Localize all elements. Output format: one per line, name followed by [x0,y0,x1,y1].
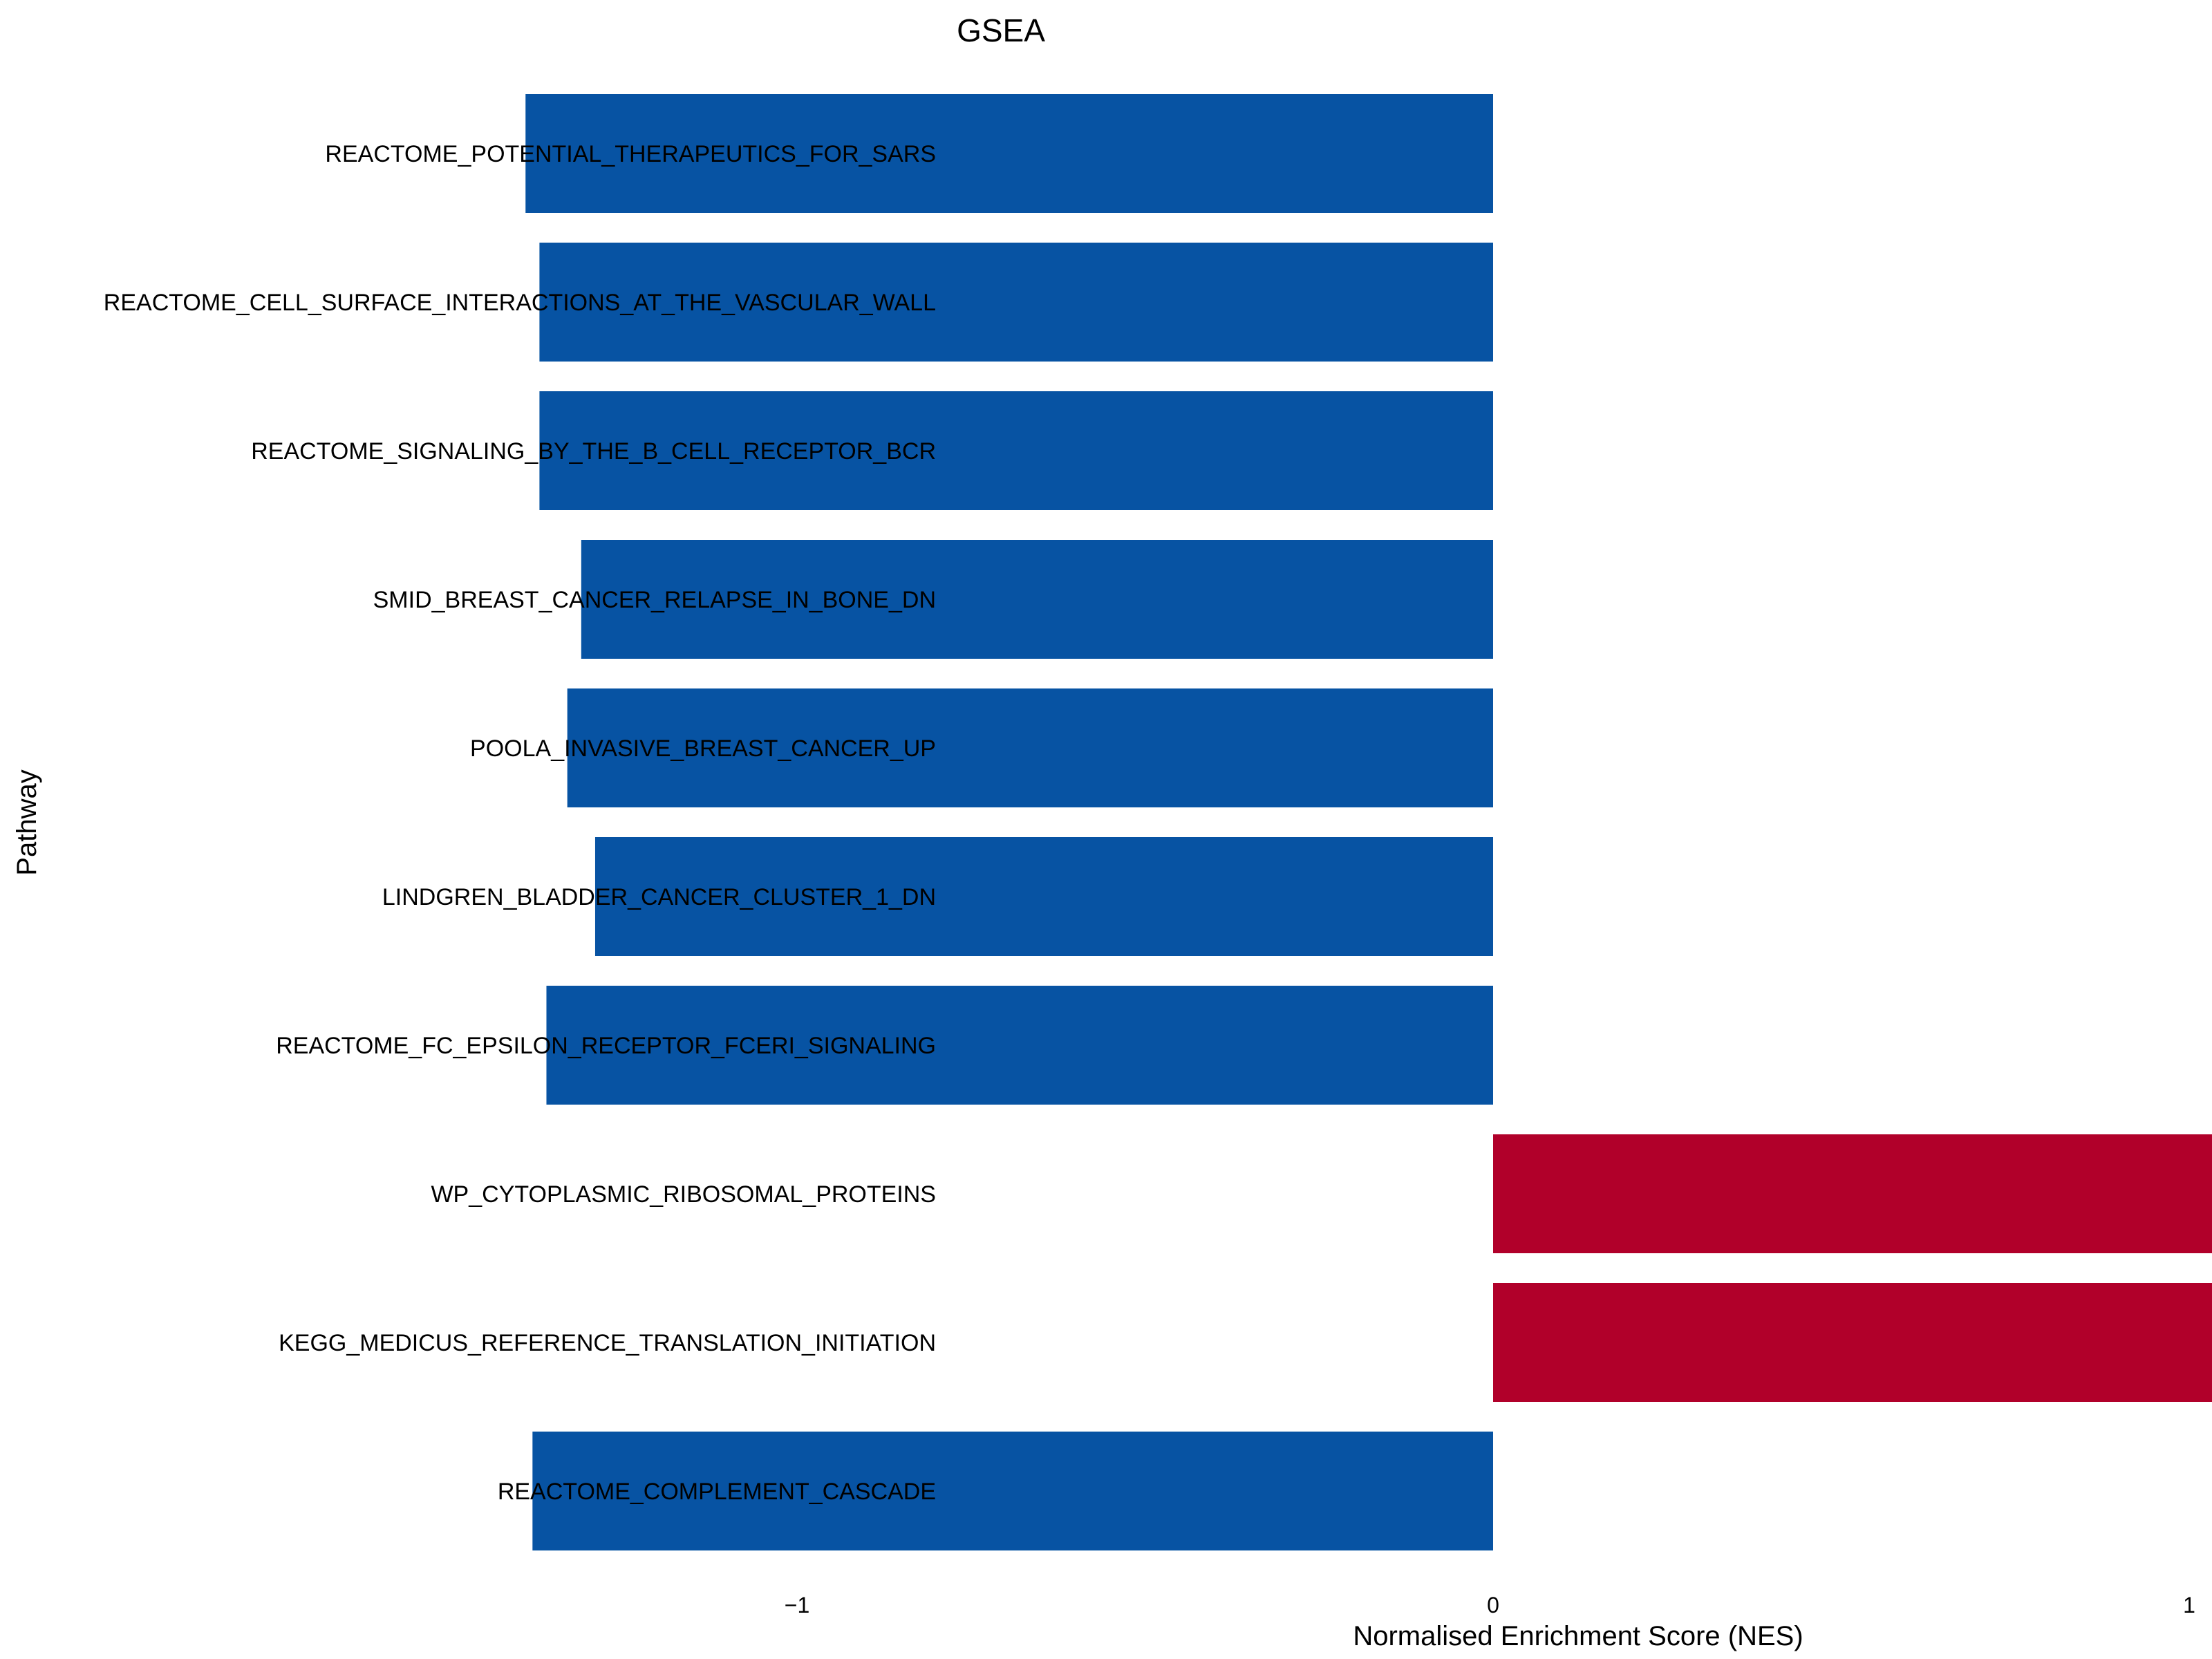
x-tick-label: 0 [1487,1593,1499,1618]
category-labels: REACTOME_POTENTIAL_THERAPEUTICS_FOR_SARS… [104,141,936,1505]
category-label: KEGG_MEDICUS_REFERENCE_TRANSLATION_INITI… [279,1330,936,1356]
bar-9 [1493,1283,2212,1402]
category-label: REACTOME_SIGNALING_BY_THE_B_CELL_RECEPTO… [251,438,936,465]
bar-1 [525,94,1493,213]
x-tick-label: 1 [2183,1593,2195,1618]
x-tick-labels: −1012 [785,1593,2195,1618]
y-axis-title: Pathway [12,769,42,875]
category-label: REACTOME_CELL_SURFACE_INTERACTIONS_AT_TH… [104,290,936,316]
bar-3 [539,391,1494,510]
bar-5 [567,688,1494,807]
category-label: SMID_BREAST_CANCER_RELAPSE_IN_BONE_DN [373,587,936,613]
category-label: POOLA_INVASIVE_BREAST_CANCER_UP [470,735,936,762]
bar-2 [539,243,1494,362]
x-tick-label: −1 [785,1593,809,1618]
x-axis-title: Normalised Enrichment Score (NES) [1353,1621,1803,1651]
bar-6 [594,837,1493,956]
bar-4 [581,540,1493,659]
chart-title: GSEA [957,12,1045,48]
bar-8 [1493,1134,2212,1253]
bar-10 [532,1432,1493,1550]
category-label: LINDGREN_BLADDER_CANCER_CLUSTER_1_DN [382,884,936,910]
category-label: REACTOME_FC_EPSILON_RECEPTOR_FCERI_SIGNA… [276,1033,936,1059]
category-label: REACTOME_COMPLEMENT_CASCADE [498,1479,936,1505]
bar-7 [546,986,1493,1105]
bars-group [525,94,2212,1550]
category-label: REACTOME_POTENTIAL_THERAPEUTICS_FOR_SARS [325,141,936,167]
category-label: WP_CYTOPLASMIC_RIBOSOMAL_PROTEINS [431,1181,936,1208]
